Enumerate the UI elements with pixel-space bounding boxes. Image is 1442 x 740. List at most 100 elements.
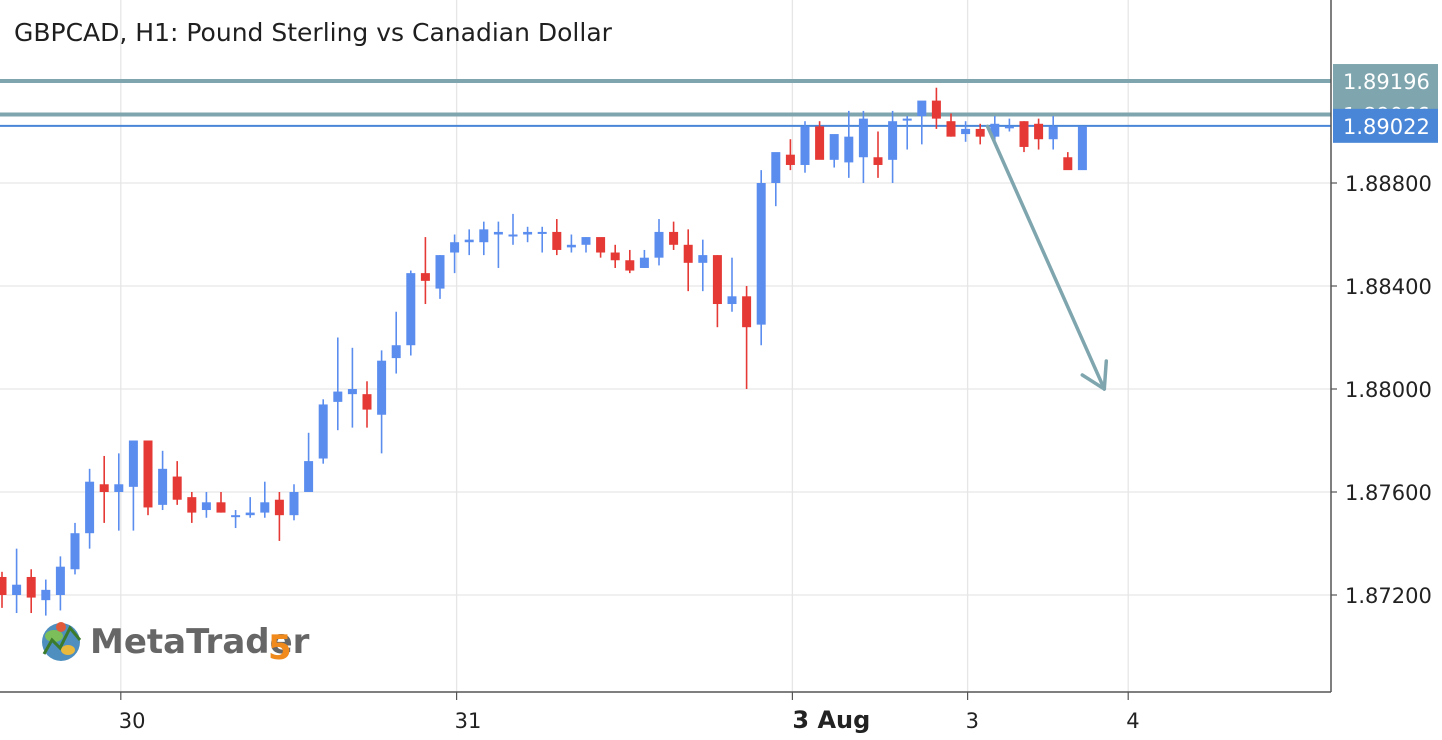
candle — [318, 399, 328, 464]
candle-body — [1077, 126, 1087, 171]
candle — [1004, 118, 1014, 132]
candle — [975, 123, 985, 145]
candle-body — [391, 345, 401, 359]
candle — [114, 453, 124, 531]
price-axis: 1.88800 1.88400 1.88000 1.87600 1.87200 — [1331, 172, 1432, 608]
y-tick-label: 1.88400 — [1345, 275, 1432, 299]
candle-body — [683, 244, 693, 263]
candle-body — [931, 100, 941, 119]
candlesticks — [0, 87, 1087, 616]
candle-body — [1048, 126, 1058, 140]
candle-body — [844, 136, 854, 163]
candle-body — [362, 394, 372, 410]
candle — [406, 270, 416, 356]
candle — [581, 237, 591, 253]
candle-body — [85, 481, 95, 534]
price-tag[interactable]: 1.89196 — [1333, 64, 1438, 99]
candle — [216, 492, 226, 513]
candle — [683, 229, 693, 292]
candle-body — [318, 404, 328, 459]
candle-body — [552, 231, 562, 250]
candle-body — [274, 499, 284, 516]
candle — [596, 237, 606, 258]
candle-body — [172, 476, 182, 500]
candle — [289, 484, 299, 521]
candle — [377, 350, 387, 454]
candle-body — [917, 100, 927, 117]
candle — [756, 170, 766, 346]
candle-body — [464, 239, 474, 243]
candle-body — [654, 231, 664, 258]
candle — [479, 221, 489, 256]
candle-body — [12, 584, 22, 595]
y-tick-label: 1.87600 — [1345, 481, 1432, 505]
candle-body — [260, 502, 270, 513]
candle — [639, 249, 649, 268]
candle-body — [639, 257, 649, 268]
candle — [55, 556, 65, 611]
candle — [566, 234, 576, 253]
price-tag[interactable]: 1.89022 — [1333, 108, 1438, 143]
candle — [552, 219, 562, 256]
price-tag-label: 1.89022 — [1343, 115, 1430, 139]
candle-body — [669, 231, 679, 245]
candle-body — [800, 126, 810, 165]
candle — [420, 237, 430, 305]
candle-body — [742, 296, 752, 328]
candle — [712, 255, 722, 328]
candle-body — [625, 260, 635, 271]
candle-body — [41, 589, 51, 601]
x-tick-label: 4 — [1126, 709, 1139, 733]
candle-body — [289, 492, 299, 516]
price-tag-bg — [1333, 108, 1438, 143]
candle — [12, 548, 22, 614]
x-tick-label: 3 — [966, 709, 979, 733]
logo-text: MetaTrader — [90, 622, 310, 662]
candle — [1077, 126, 1087, 171]
candle-body — [771, 152, 781, 183]
candle-body — [99, 484, 109, 492]
candle-body — [610, 252, 620, 261]
arrow-head — [1080, 359, 1109, 391]
forecast-arrow — [985, 124, 1109, 391]
candle-body — [143, 440, 153, 508]
candle-body — [406, 273, 416, 346]
candle-body — [596, 237, 606, 253]
y-tick-label: 1.88800 — [1345, 172, 1432, 196]
price-tag-label: 1.89196 — [1343, 70, 1430, 94]
candle — [464, 229, 474, 256]
candle-body — [961, 128, 971, 135]
x-tick-label: 3 Aug — [792, 706, 870, 734]
candle-body — [712, 255, 722, 305]
candle-body — [902, 118, 912, 121]
candle — [537, 226, 547, 253]
candle — [362, 381, 372, 428]
candle-body — [946, 121, 956, 137]
candle-body — [377, 360, 387, 415]
candle — [1019, 121, 1029, 153]
candle — [698, 239, 708, 292]
x-tick-label: 31 — [455, 709, 482, 733]
candle-body — [523, 231, 533, 235]
candle — [333, 337, 343, 431]
candle-body — [450, 242, 460, 253]
candle — [187, 492, 197, 523]
candle-body — [566, 244, 576, 248]
candle-body — [216, 502, 226, 513]
candle-body — [333, 391, 343, 402]
candle — [450, 234, 460, 274]
y-tick-label: 1.88000 — [1345, 378, 1432, 402]
candle — [493, 221, 503, 268]
candle-body — [158, 468, 168, 505]
candle — [931, 87, 941, 129]
candle-body — [975, 128, 985, 137]
candle-body — [187, 497, 197, 513]
candle — [201, 492, 211, 518]
metatrader-globe-icon — [42, 622, 82, 661]
candle-body — [201, 502, 211, 511]
candle — [902, 116, 912, 150]
candle — [669, 221, 679, 250]
candle — [231, 510, 241, 529]
